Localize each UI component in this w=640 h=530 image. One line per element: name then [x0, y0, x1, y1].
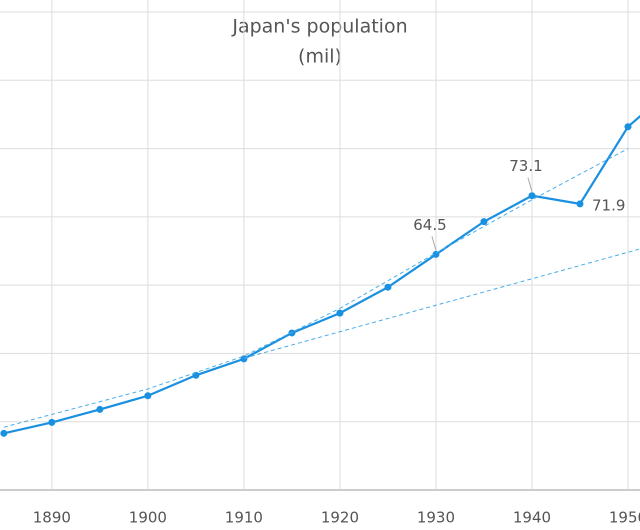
x-tick-label: 1920: [321, 509, 359, 527]
data-point: [480, 218, 488, 226]
x-tick-label: 1940: [513, 509, 551, 527]
x-tick-label: 1910: [225, 509, 263, 527]
data-point: [528, 192, 536, 200]
plot-area: [0, 114, 640, 437]
data-line: [3, 114, 640, 435]
data-point: [624, 123, 632, 131]
data-point: [432, 250, 440, 258]
data-point: [336, 309, 344, 317]
chart-title: Japan's population: [231, 16, 407, 38]
data-point: [48, 418, 56, 426]
data-point: [240, 355, 248, 363]
data-point: [576, 200, 584, 208]
x-tick-label: 1950: [609, 509, 640, 527]
data-label: 73.1: [509, 157, 542, 175]
trend-line: [3, 148, 629, 428]
data-point: [96, 405, 104, 413]
x-tick-label: 1930: [417, 509, 455, 527]
data-point: [288, 329, 296, 337]
x-tick-label: 1900: [129, 509, 167, 527]
data-label: 64.5: [413, 216, 446, 234]
chart-subtitle: (mil): [298, 46, 342, 68]
trend-line: [243, 248, 640, 359]
leader-line: [527, 177, 533, 192]
x-tick-label: 1890: [33, 509, 71, 527]
data-point: [0, 429, 8, 437]
data-point: [384, 283, 392, 291]
data-label: 71.9: [592, 196, 625, 214]
leader-line: [431, 236, 437, 251]
data-point: [144, 392, 152, 400]
